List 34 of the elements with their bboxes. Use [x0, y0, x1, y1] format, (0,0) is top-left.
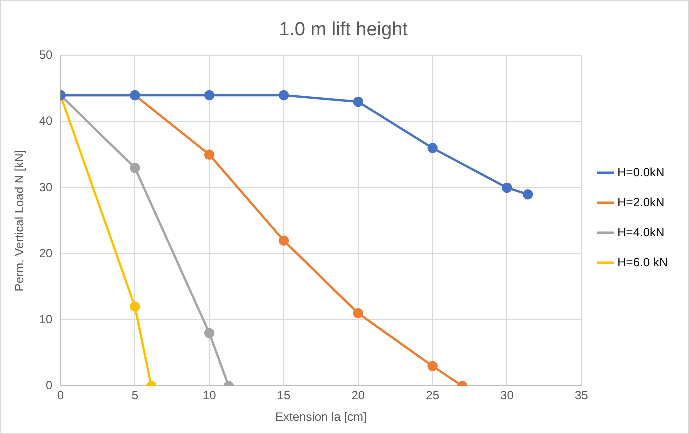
chart-title: 1.0 m lift height: [279, 20, 409, 41]
y-tick-label: 50: [39, 48, 54, 62]
y-tick-label: 10: [39, 312, 54, 326]
point: [428, 361, 438, 372]
legend-label: H=0.0kN: [618, 165, 665, 180]
point: [130, 163, 140, 174]
point: [278, 90, 290, 101]
legend-label: H=6.0 kN: [618, 255, 668, 270]
y-tick-label: 40: [39, 114, 54, 128]
y-tick-label: 0: [46, 378, 54, 393]
point: [204, 90, 215, 101]
x-tick-label: 30: [500, 388, 514, 403]
point: [428, 143, 438, 154]
point: [353, 96, 364, 108]
x-tick-label: 15: [277, 388, 291, 403]
x-tick-label: 10: [202, 388, 217, 403]
x-tick-label: 5: [132, 388, 139, 403]
point: [502, 182, 512, 194]
legend-label: H=4.0kN: [618, 225, 665, 240]
point: [204, 150, 215, 160]
x-axis-title: Extension la [cm]: [276, 410, 367, 424]
x-tick-label: 35: [574, 388, 589, 403]
point: [204, 328, 215, 338]
point: [522, 189, 534, 200]
y-axis-title: Perm. Vertical Load N [kN]: [12, 150, 27, 292]
y-tick-label: 30: [39, 180, 54, 194]
y-tick-label: 20: [39, 246, 54, 260]
x-tick-label: 20: [352, 388, 366, 403]
point: [278, 236, 290, 246]
point: [130, 302, 140, 312]
x-tick-label: 25: [426, 388, 440, 403]
point: [353, 308, 364, 319]
x-tick-label: 0: [57, 388, 64, 403]
legend-label: H=2.0kN: [618, 195, 665, 210]
